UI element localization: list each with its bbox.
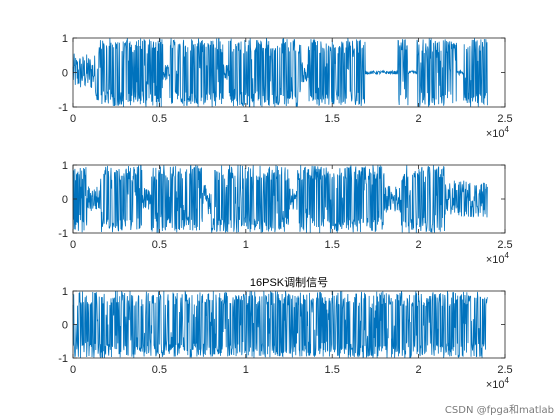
- y-tick-label: 0: [62, 68, 68, 80]
- y-tick-label: 0: [62, 320, 68, 332]
- x-tick-label: 2: [416, 239, 422, 251]
- x-tick-label: 2: [416, 113, 422, 125]
- x-tick-label: 2.5: [497, 113, 512, 125]
- y-tick-label: -1: [58, 102, 68, 114]
- subplot-2: 0 0.5 1 1.5 2 2.5-101×104: [58, 160, 512, 266]
- subplot-title: 16PSK调制信号: [250, 276, 328, 289]
- y-tick-label: 0: [62, 194, 68, 206]
- signal-series-line: [72, 290, 488, 359]
- x-tick-label: 0.5: [152, 239, 167, 251]
- x-tick-label: 2.5: [497, 364, 512, 376]
- x-tick-label: 2.5: [497, 239, 512, 251]
- x-tick-label: 1: [243, 239, 249, 251]
- y-tick-label: 1: [62, 33, 68, 45]
- y-tick-label: -1: [58, 228, 68, 240]
- signal-series-line: [72, 38, 488, 108]
- x-tick-label: 0: [70, 239, 76, 251]
- x-exponent-label: ×104: [486, 376, 510, 391]
- x-tick-label: 1: [243, 113, 249, 125]
- subplot-1: 0 0.5 1 1.5 2 2.5-101×104: [58, 33, 512, 140]
- signal-series-line: [72, 164, 488, 234]
- x-exponent-label: ×104: [486, 251, 510, 266]
- x-tick-label: 1.5: [325, 113, 340, 125]
- y-tick-label: -1: [58, 353, 68, 365]
- x-tick-label: 0: [70, 364, 76, 376]
- x-exponent-label: ×104: [486, 125, 510, 140]
- x-tick-label: 0.5: [152, 364, 167, 376]
- x-tick-label: 0: [70, 113, 76, 125]
- x-tick-label: 1.5: [325, 239, 340, 251]
- y-tick-label: 1: [62, 160, 68, 172]
- x-tick-label: 2: [416, 364, 422, 376]
- y-tick-label: 1: [62, 286, 68, 298]
- csdn-watermark: CSDN @fpga和matlab: [444, 405, 554, 416]
- x-tick-label: 1: [243, 364, 249, 376]
- x-tick-label: 1.5: [325, 364, 340, 376]
- x-tick-label: 0.5: [152, 113, 167, 125]
